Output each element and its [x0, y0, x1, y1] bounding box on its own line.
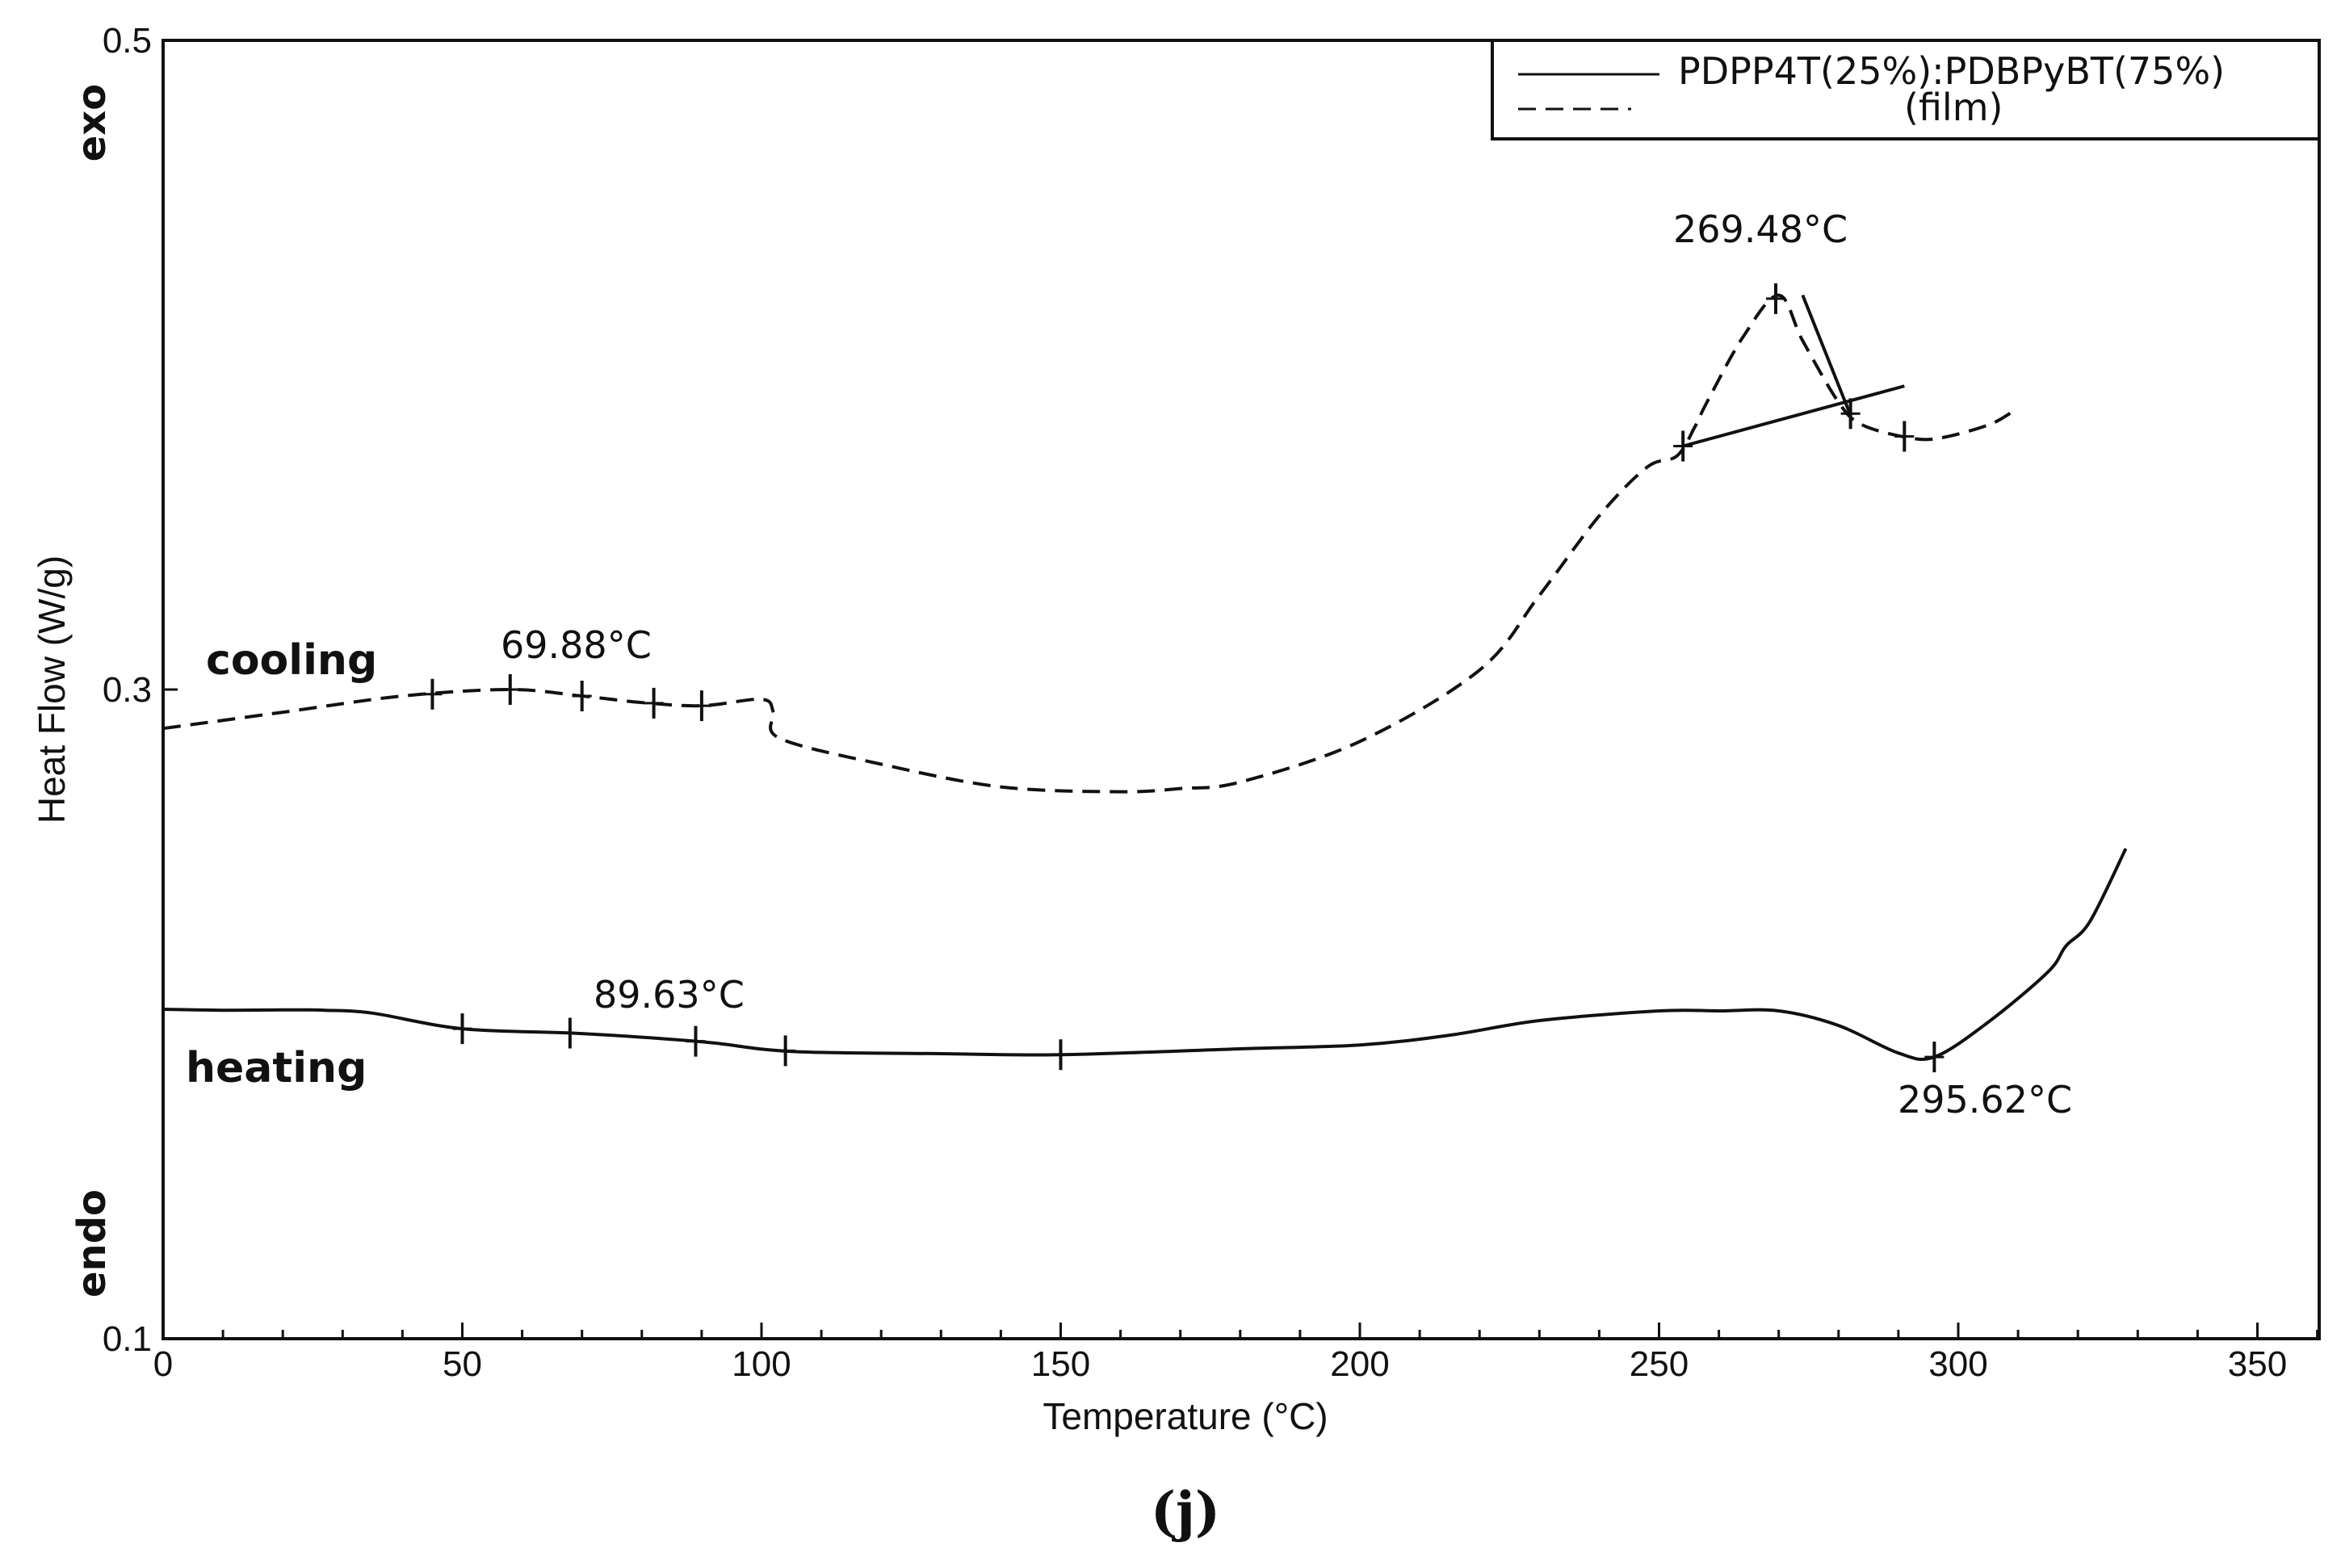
heating-curve — [162, 848, 2128, 1062]
exo-label: exo — [69, 84, 115, 162]
cooling-construction-line — [1682, 384, 1905, 448]
legend-entry: PDPP4T(25%):PDBPyBT(75%) — [1678, 49, 2225, 93]
legend-box — [1491, 39, 2321, 140]
heating-annotation: 295.62°C — [1898, 1078, 2072, 1121]
x-tick-label: 250 — [1630, 1344, 1689, 1384]
plot-frame — [162, 39, 2321, 1340]
cooling-annotation: 69.88°C — [501, 623, 652, 667]
legend-entry-sub: (film) — [1904, 86, 2003, 129]
cooling-construction-line — [1801, 294, 1852, 417]
y-axis-title: Heat Flow (W/g) — [31, 556, 73, 824]
x-tick-label: 0 — [153, 1344, 173, 1384]
endo-label: endo — [69, 1189, 115, 1298]
panel-label: (j) — [1151, 1480, 1220, 1543]
y-tick-label: 0.3 — [103, 670, 152, 710]
legend: PDPP4T(25%):PDBPyBT(75%) (film) — [1491, 39, 2321, 140]
x-tick-label: 50 — [443, 1344, 482, 1384]
y-tick-label: 0.1 — [103, 1319, 152, 1359]
cooling-label: cooling — [206, 636, 377, 685]
cooling-annotation: 269.48°C — [1673, 208, 1848, 251]
x-tick-label: 350 — [2228, 1344, 2287, 1384]
x-tick-label: 100 — [732, 1344, 791, 1384]
x-tick-label: 150 — [1031, 1344, 1090, 1384]
heating-annotation: 89.63°C — [594, 973, 745, 1017]
cooling-curve — [162, 293, 2013, 794]
x-tick-label: 200 — [1330, 1344, 1389, 1384]
heating-label: heating — [186, 1044, 367, 1092]
x-tick-label: 300 — [1928, 1344, 1987, 1384]
x-axis-title: Temperature (°C) — [1043, 1395, 1328, 1437]
y-tick-label: 0.5 — [103, 21, 152, 61]
